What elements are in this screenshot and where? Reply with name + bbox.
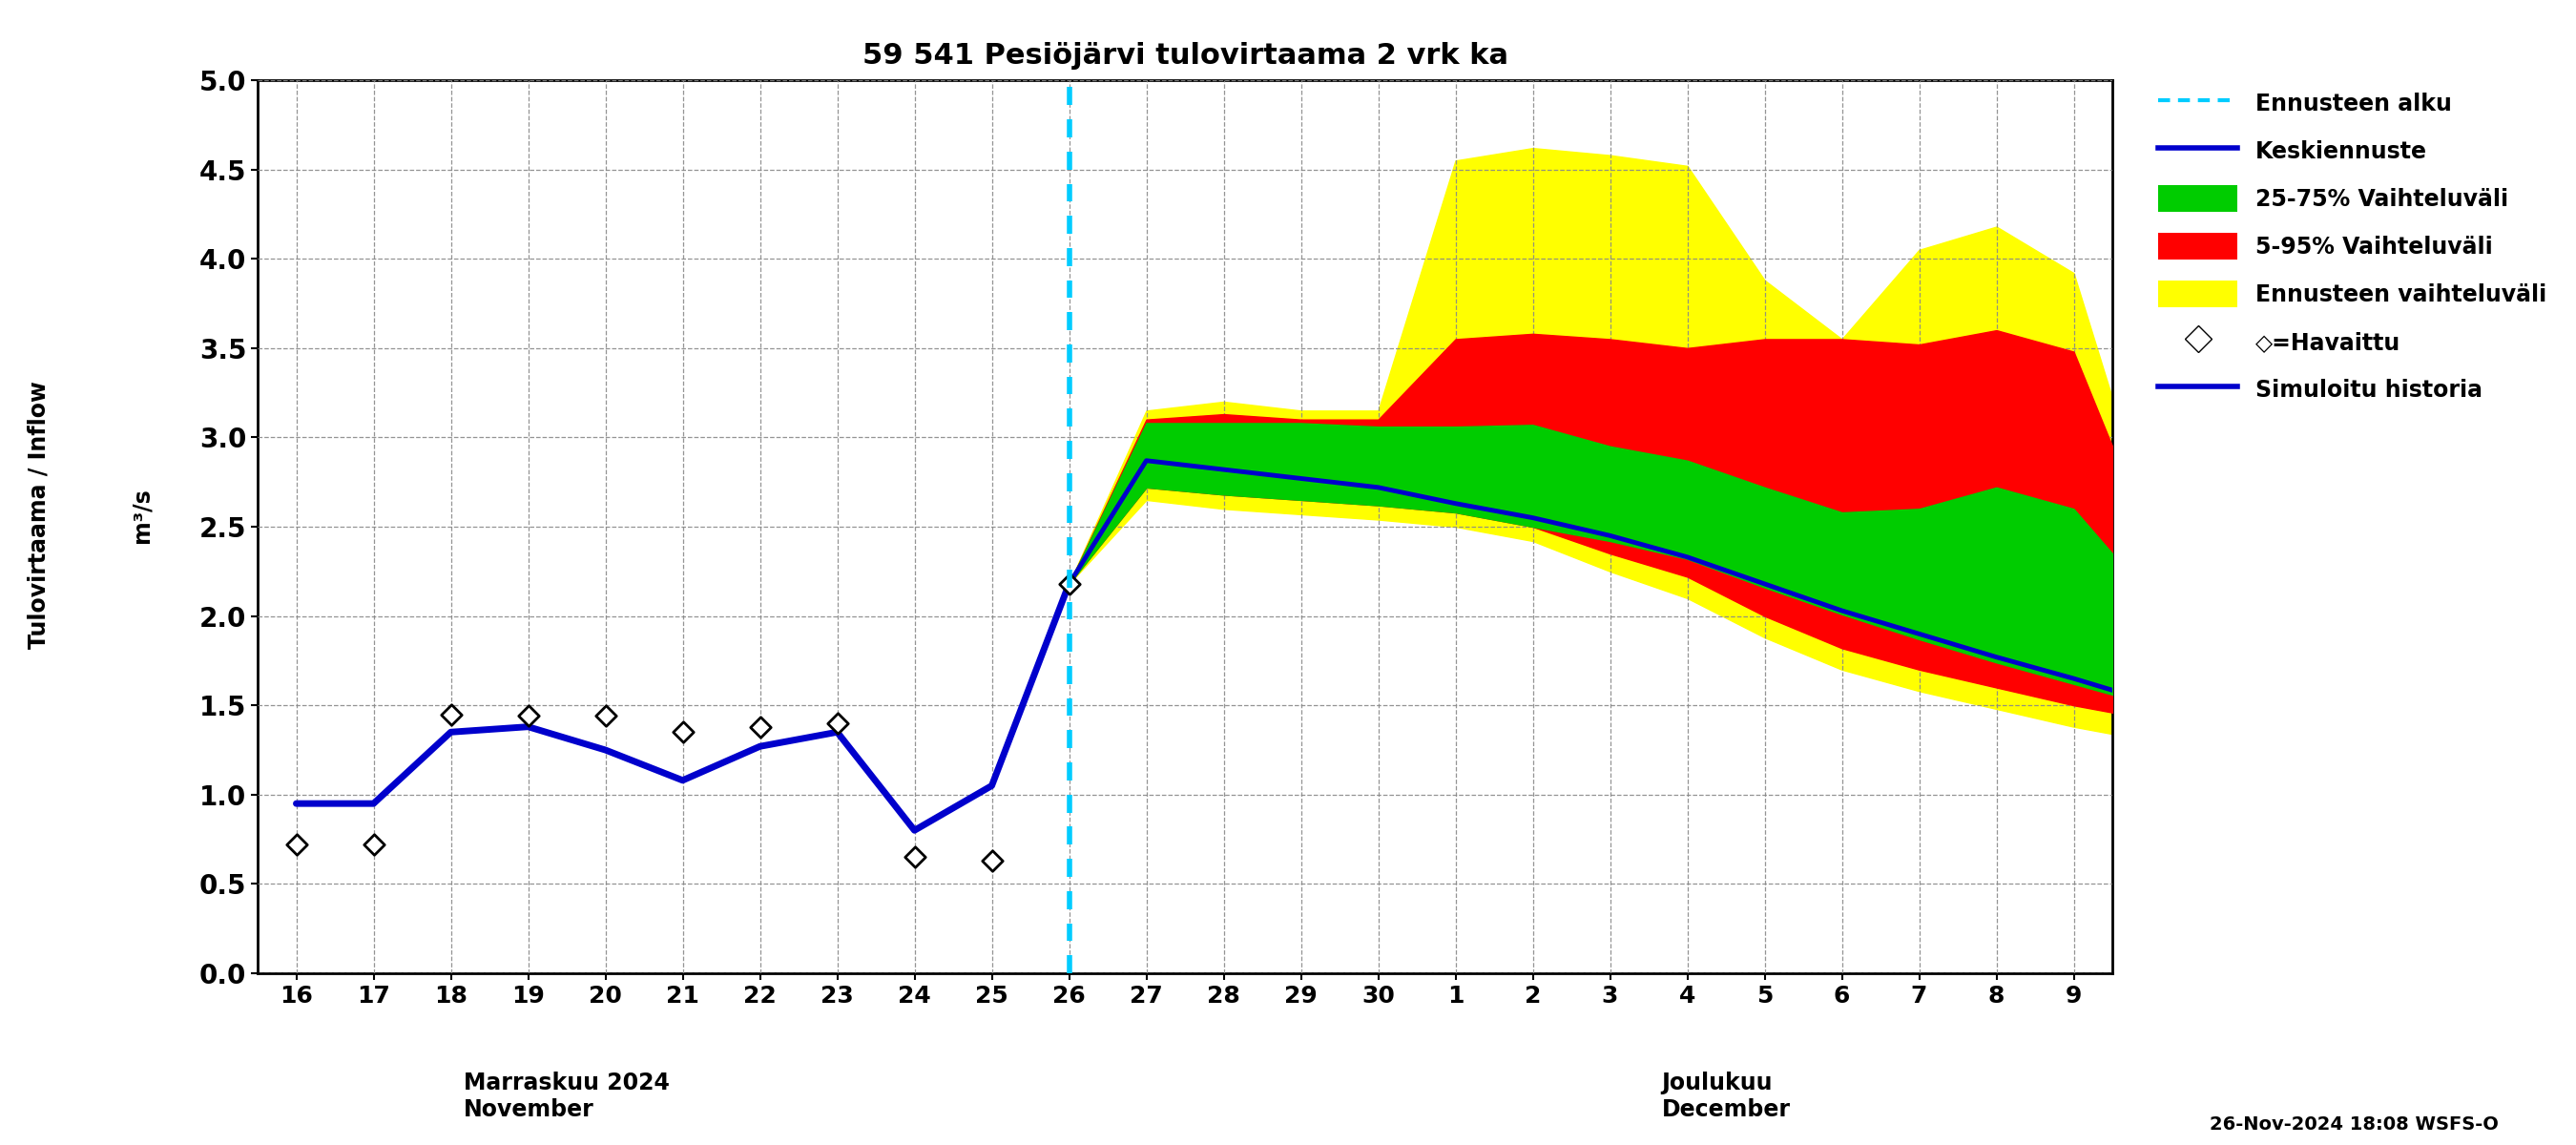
Point (894, 848, 935, 867)
Text: m³/s: m³/s (131, 488, 152, 543)
Text: Marraskuu 2024
November: Marraskuu 2024 November (464, 1072, 670, 1121)
Point (739, 718, 781, 736)
Title: 59 541 Pesiöjärvi tulovirtaama 2 vrk ka: 59 541 Pesiöjärvi tulovirtaama 2 vrk ka (863, 42, 1507, 70)
Point (353, 836, 394, 854)
Point (971, 852, 1012, 870)
Point (1048, 575, 1090, 593)
Point (662, 722, 703, 741)
Text: Tulovirtaama / Inflow: Tulovirtaama / Inflow (28, 381, 49, 649)
Point (276, 836, 317, 854)
Point (585, 706, 626, 725)
Point (507, 706, 549, 725)
Legend: Ennusteen alku, Keskiennuste, 25-75% Vaihteluväli, 5-95% Vaihteluväli, Ennusteen: Ennusteen alku, Keskiennuste, 25-75% Vai… (2148, 80, 2555, 412)
Text: 26-Nov-2024 18:08 WSFS-O: 26-Nov-2024 18:08 WSFS-O (2210, 1115, 2499, 1134)
Text: Joulukuu
December: Joulukuu December (1662, 1072, 1790, 1121)
Point (817, 714, 858, 733)
Point (430, 705, 471, 724)
